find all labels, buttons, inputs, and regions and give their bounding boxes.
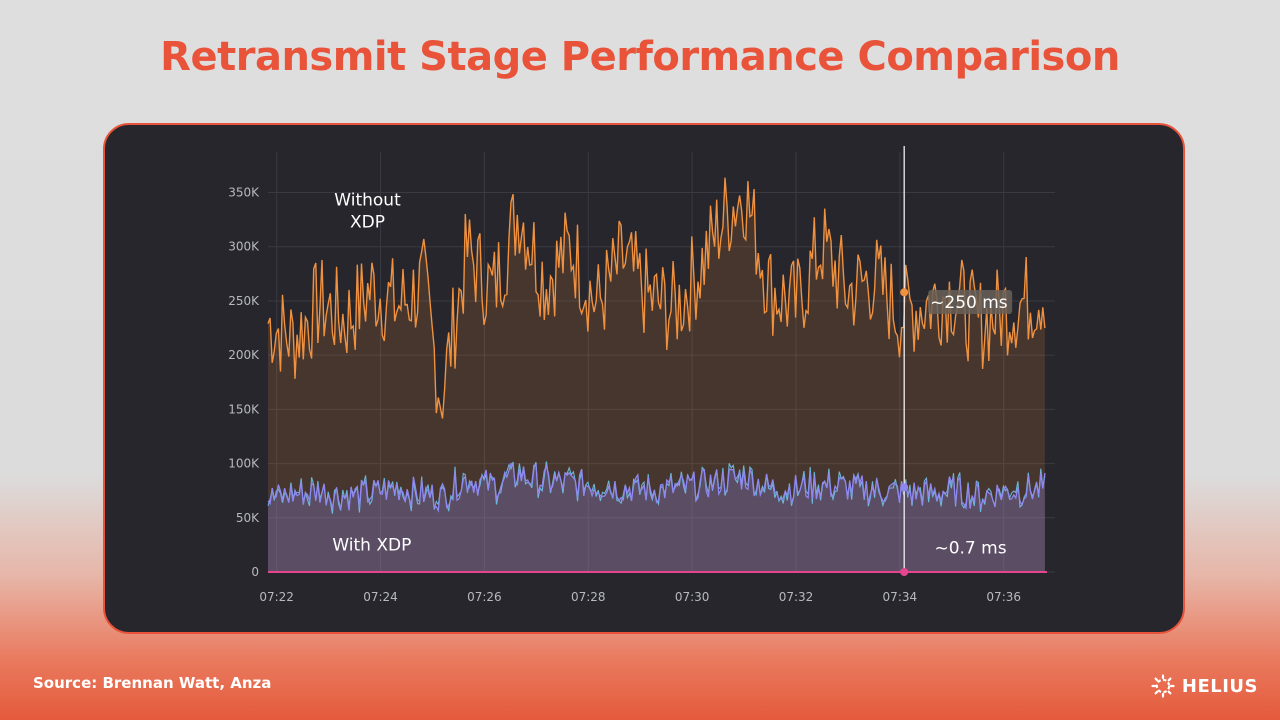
cursor-point-without-xdp [900, 288, 909, 297]
without-xdp-area [268, 177, 1045, 572]
chart-panel [103, 123, 1185, 634]
y-tick-label: 150K [228, 402, 260, 416]
source-caption: Source: Brennan Watt, Anza [33, 674, 272, 692]
x-tick-label: 07:32 [779, 590, 814, 604]
annotation-07ms: ~0.7 ms [934, 539, 1006, 559]
y-tick-label: 0 [251, 565, 259, 579]
x-tick-label: 07:28 [571, 590, 606, 604]
y-tick-label: 100K [228, 457, 260, 471]
annotation-without-xdp-line1: Without [334, 191, 401, 211]
y-tick-label: 250K [228, 294, 260, 308]
page-title: Retransmit Stage Performance Comparison [160, 34, 1120, 80]
x-tick-label: 07:36 [986, 590, 1021, 604]
annotation-without-xdp: Without XDP [334, 191, 401, 233]
series-lines [267, 146, 1047, 576]
annotation-with-xdp: With XDP [332, 535, 411, 555]
y-tick-label: 350K [228, 186, 260, 200]
without-xdp-line [267, 177, 1046, 419]
annotation-without-xdp-line2: XDP [350, 213, 385, 233]
annotation-250ms: ~250 ms [930, 293, 1008, 313]
x-tick-label: 07:24 [363, 590, 398, 604]
x-tick-label: 07:34 [883, 590, 918, 604]
helius-logo: HELIUS [1151, 674, 1258, 698]
annotation-250ms-bg [928, 289, 1013, 314]
helius-logo-icon [1151, 674, 1175, 698]
annotations: Without XDP With XDP ~250 ms ~0.7 ms [332, 191, 1013, 559]
x-tick-label: 07:26 [467, 590, 502, 604]
y-tick-label: 50K [236, 511, 260, 525]
x-tick-label: 07:22 [259, 590, 294, 604]
y-tick-label: 200K [228, 348, 260, 362]
series-areas [268, 177, 1045, 572]
x-tick-label: 07:30 [675, 590, 710, 604]
with-xdp-line [267, 462, 1046, 513]
cursor-point-with-xdp [900, 483, 909, 492]
cursor-point-baseline [900, 568, 909, 576]
y-tick-label: 300K [228, 240, 260, 254]
axis-ticks: 0 50K 100K 150K 200K 250K 300K 350K 07:22 07:24 07… [228, 186, 1021, 604]
helius-logo-text: HELIUS [1181, 675, 1258, 697]
